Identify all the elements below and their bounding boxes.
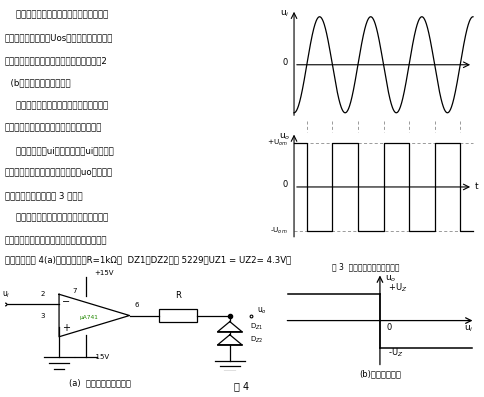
Text: (b)電壓傳輸特性: (b)電壓傳輸特性 (359, 369, 401, 378)
Text: t: t (475, 183, 479, 191)
Text: 0: 0 (283, 58, 288, 67)
Text: +U$_{om}$: +U$_{om}$ (267, 138, 288, 148)
Text: 相間的方波電壓，如圖 3 所示。: 相間的方波電壓，如圖 3 所示。 (5, 191, 82, 200)
Text: +: + (62, 323, 70, 333)
Text: +U$_Z$: +U$_Z$ (388, 282, 407, 294)
Text: u$_o$: u$_o$ (257, 305, 267, 316)
Text: 0: 0 (283, 180, 288, 189)
Text: -U$_Z$: -U$_Z$ (388, 347, 403, 359)
Text: 限大，輸入失調電壓Uos不等于零，因此，輸: 限大，輸入失調電壓Uos不等于零，因此，輸 (5, 33, 113, 42)
Text: (a)  接上限幅器的比較器: (a) 接上限幅器的比較器 (69, 379, 131, 388)
Text: μA741: μA741 (79, 315, 98, 320)
Text: −: − (62, 297, 70, 307)
Text: 圖 4: 圖 4 (234, 381, 250, 391)
Text: 由以上工作原理可知，比較器中運放的反: 由以上工作原理可知，比較器中運放的反 (5, 101, 108, 110)
Text: u$_i$: u$_i$ (464, 324, 473, 334)
Text: 0: 0 (386, 323, 391, 332)
Text: 圖 3  比較器的輸入與輸出波形: 圖 3 比較器的輸入與輸出波形 (333, 262, 400, 271)
Text: 假設輸入信號ui為正弦波，在ui過零時，: 假設輸入信號ui為正弦波，在ui過零時， (5, 146, 114, 155)
Text: u$_o$: u$_o$ (278, 132, 290, 142)
Text: 比較器的輸出就跳變一次，因此，uo為正、負: 比較器的輸出就跳變一次，因此，uo為正、負 (5, 169, 113, 177)
Text: u$_o$: u$_o$ (385, 274, 397, 284)
Text: 3: 3 (40, 314, 45, 320)
Text: 出狀態的轉換不是突然的，其傳輸特性如圖2: 出狀態的轉換不是突然的，其傳輸特性如圖2 (5, 56, 108, 65)
Text: 為了使輸出電壓有確定的數值并改善大信: 為了使輸出電壓有確定的數值并改善大信 (5, 214, 108, 223)
Text: 對于實際運算放大器，由于其增益不是無: 對于實際運算放大器，由于其增益不是無 (5, 11, 108, 20)
Text: D$_{Z2}$: D$_{Z2}$ (250, 335, 264, 345)
Text: (b）所示，存在線性區。: (b）所示，存在線性區。 (5, 79, 71, 87)
Text: 6: 6 (135, 303, 139, 308)
Text: 7: 7 (72, 288, 77, 294)
Text: +15V: +15V (94, 270, 113, 276)
Text: 2: 2 (40, 291, 45, 297)
Text: R: R (175, 291, 181, 300)
Text: -U$_{om}$: -U$_{om}$ (270, 226, 288, 236)
Text: -15V: -15V (94, 354, 110, 360)
Text: u$_i$: u$_i$ (2, 289, 11, 300)
Text: u$_i$: u$_i$ (280, 9, 290, 19)
Text: D$_{Z1}$: D$_{Z1}$ (250, 322, 264, 332)
Text: 向輸入端和同相輸入端的電壓不一定相等。: 向輸入端和同相輸入端的電壓不一定相等。 (5, 123, 102, 133)
Text: 號時的傳輸特性，經常在比較器的輸出端接上: 號時的傳輸特性，經常在比較器的輸出端接上 (5, 236, 107, 245)
Text: 限幅器。如圖 4(a)所示。圖中：R=1kΩ，  DZ1、DZ2采用 5229，UZ1 = UZ2= 4.3V。: 限幅器。如圖 4(a)所示。圖中：R=1kΩ， DZ1、DZ2采用 5229，U… (5, 255, 291, 264)
Bar (159, 309, 197, 322)
